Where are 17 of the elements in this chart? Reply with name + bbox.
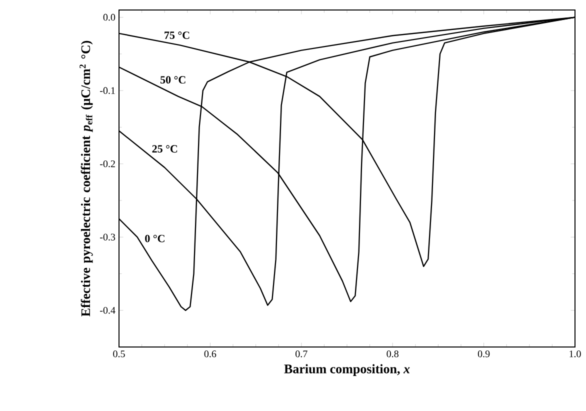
x-tick-label: 0.5 <box>113 350 125 358</box>
y-tick-label: -0.1 <box>100 87 115 94</box>
series-label: 25 °C <box>152 145 178 153</box>
series-label: 50 °C <box>160 76 186 84</box>
series-label: 75 °C <box>164 32 190 39</box>
x-tick-label: 0.7 <box>296 350 308 358</box>
series-label: 0 °C <box>145 234 164 242</box>
x-tick-label: 0.6 <box>204 350 216 358</box>
x-tick-label: 1.0 <box>570 350 581 358</box>
y-tick-label: -0.3 <box>100 234 116 240</box>
x-axis-title: Barium composition, x <box>284 364 410 376</box>
y-tick-label: 0.0 <box>103 14 116 21</box>
y-tick-label: -0.2 <box>100 160 115 168</box>
y-tick-label: -0.4 <box>100 306 116 314</box>
x-tick-label: 0.9 <box>478 350 490 358</box>
x-tick-label: 0.8 <box>386 350 398 358</box>
y-axis-title: Effective pyroelectric coefficient p$_{eff}$ (μC/cm$^{2}$ °C) <box>80 40 93 316</box>
